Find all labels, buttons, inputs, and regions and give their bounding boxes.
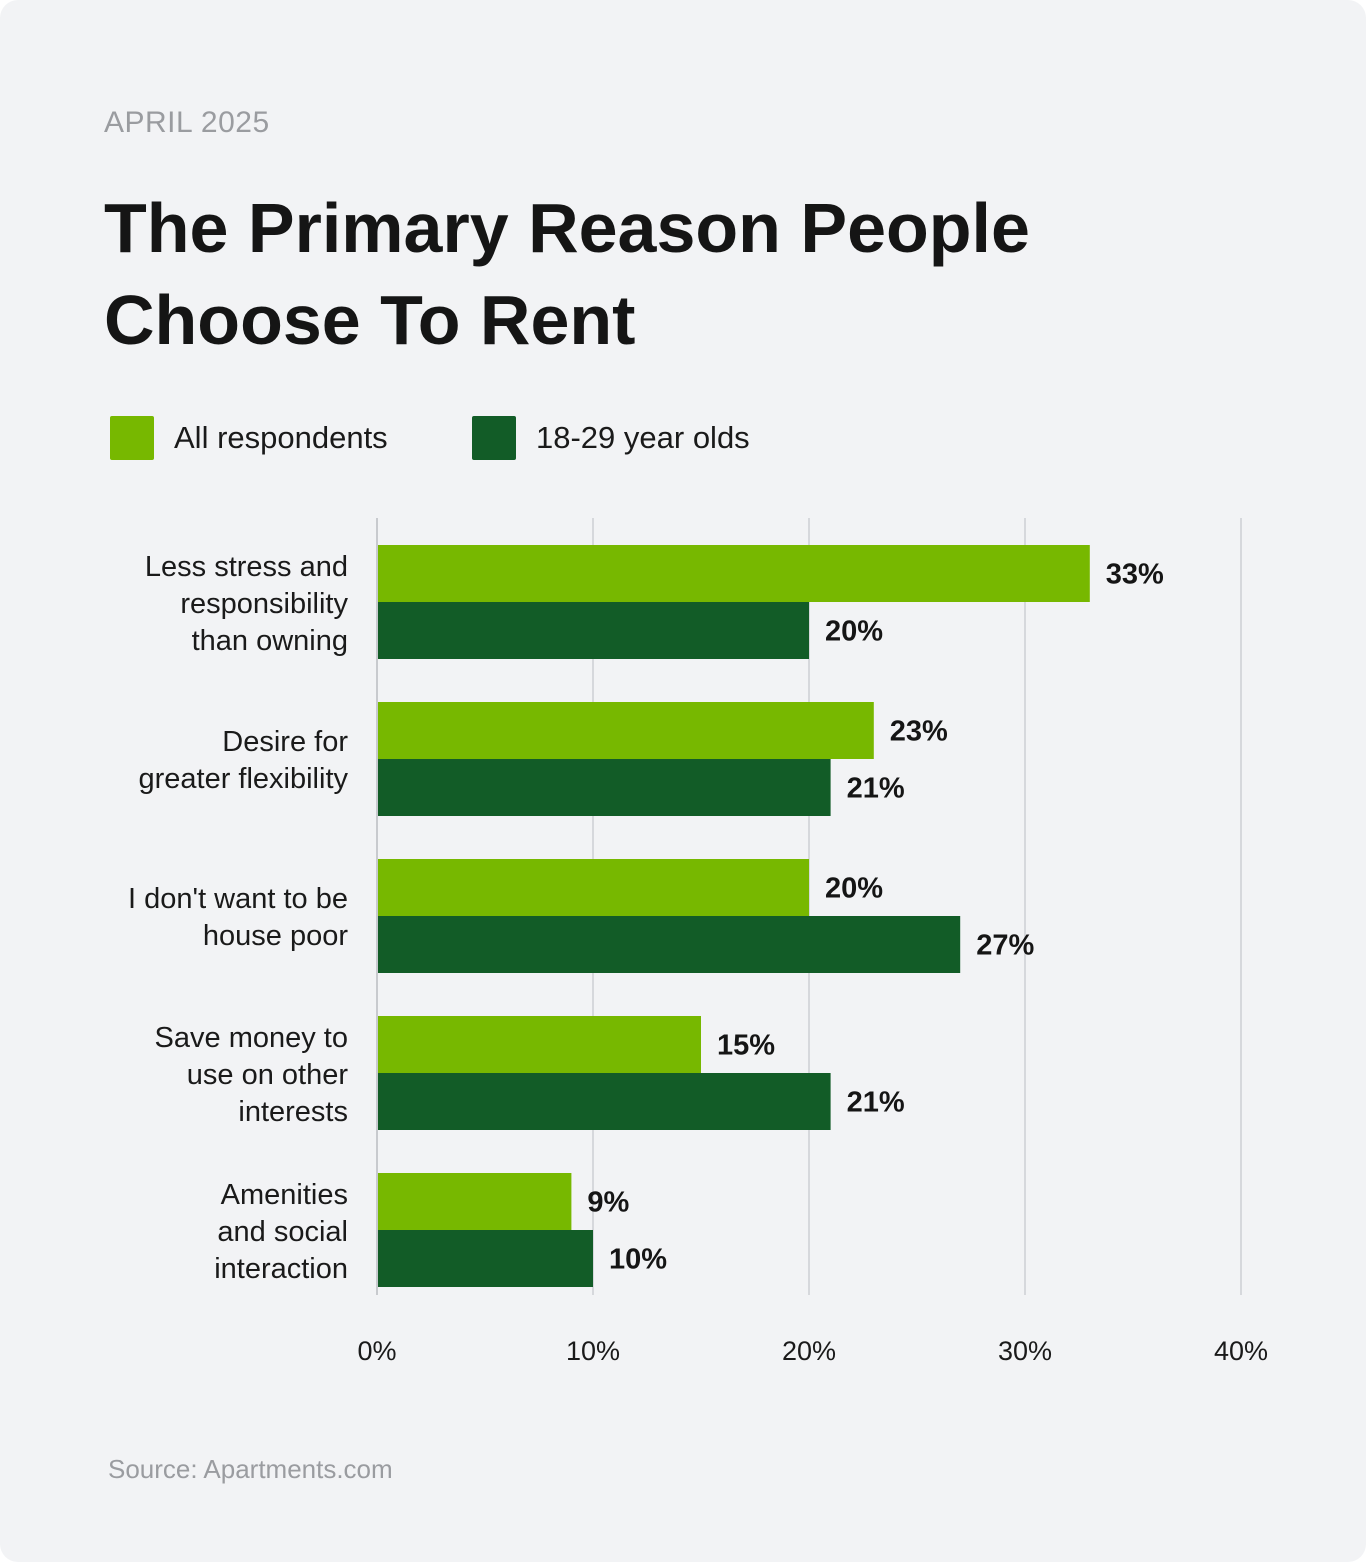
bar xyxy=(377,602,809,659)
legend-swatch-18-29 xyxy=(472,416,516,460)
data-label: 9% xyxy=(587,1187,629,1219)
category-label: Save money to use on other interests xyxy=(155,1020,348,1131)
date-label: APRIL 2025 xyxy=(104,106,270,139)
x-tick-label: 30% xyxy=(998,1336,1052,1366)
category-label-line: responsibility xyxy=(180,587,348,620)
category-label-line: than owning xyxy=(191,624,348,657)
data-label: 21% xyxy=(847,773,905,805)
category-label-line: interaction xyxy=(214,1252,348,1285)
chart-title-line-1: The Primary Reason People xyxy=(104,189,1030,267)
bar xyxy=(377,916,961,973)
category-label: I don't want to be house poor xyxy=(128,881,348,955)
legend-item-all-respondents: All respondents xyxy=(110,416,388,460)
category-label-line: greater flexibility xyxy=(138,763,348,795)
bar xyxy=(377,759,831,816)
bar xyxy=(377,1016,701,1073)
bar xyxy=(377,859,809,916)
bar xyxy=(377,1173,572,1230)
data-label: 20% xyxy=(825,616,883,648)
category-label-line: use on other xyxy=(186,1058,348,1091)
category-label-line: interests xyxy=(238,1095,348,1128)
data-label: 33% xyxy=(1106,559,1164,591)
data-label: 15% xyxy=(717,1030,775,1062)
category-label-line: and social xyxy=(217,1215,348,1248)
category-label: Less stress and responsibility than owning xyxy=(145,549,348,660)
x-tick-label: 0% xyxy=(357,1336,396,1366)
source-label: Source: Apartments.com xyxy=(108,1454,393,1484)
data-label: 27% xyxy=(976,930,1034,962)
bar xyxy=(377,1230,593,1287)
legend-label-all-respondents: All respondents xyxy=(174,420,388,455)
category-label-line: I don't want to be xyxy=(128,883,348,915)
data-label: 20% xyxy=(825,873,883,905)
bar xyxy=(377,702,874,759)
data-label: 23% xyxy=(890,716,948,748)
category-label-line: Save money to xyxy=(154,1021,348,1054)
bar xyxy=(377,1073,831,1130)
legend-label-18-29: 18-29 year olds xyxy=(536,420,750,455)
category-label: Amenities and social interaction xyxy=(214,1177,348,1288)
chart-title: The Primary Reason People Choose To Rent xyxy=(104,182,1104,366)
chart-title-line-2: Choose To Rent xyxy=(104,281,636,359)
legend-swatch-all-respondents xyxy=(110,416,154,460)
bar xyxy=(377,545,1090,602)
data-label: 10% xyxy=(609,1244,667,1276)
data-label: 21% xyxy=(847,1087,905,1119)
category-label-line: house poor xyxy=(202,920,348,952)
legend-item-18-29: 18-29 year olds xyxy=(472,416,750,460)
x-tick-label: 10% xyxy=(566,1336,620,1366)
x-tick-label: 20% xyxy=(782,1336,836,1366)
x-tick-label: 40% xyxy=(1214,1336,1268,1366)
category-label-line: Desire for xyxy=(222,726,348,758)
category-label-line: Less stress and xyxy=(144,550,348,583)
category-label-line: Amenities xyxy=(220,1178,348,1211)
category-label: Desire for greater flexibility xyxy=(138,724,348,798)
